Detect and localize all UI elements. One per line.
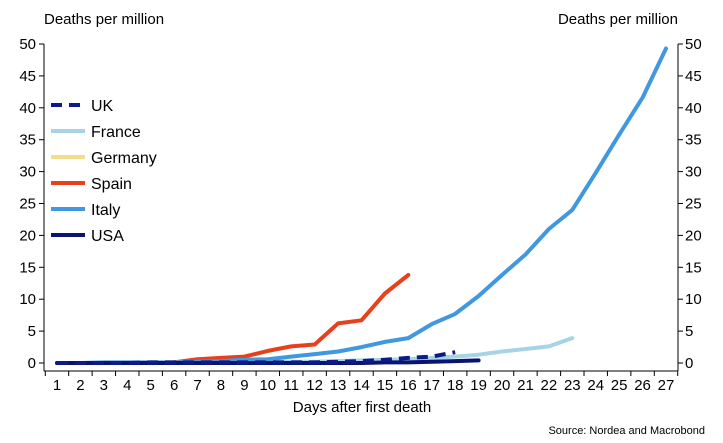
y-tick-label-right: 35 <box>685 132 702 149</box>
x-tick-label: 7 <box>193 377 201 394</box>
x-tick-label: 20 <box>494 377 511 394</box>
y-tick-label-left: 10 <box>19 291 36 308</box>
y-tick-label-right: 10 <box>685 291 702 308</box>
x-tick-label: 26 <box>634 377 651 394</box>
source-note: Source: Nordea and Macrobond <box>548 425 705 437</box>
x-tick-label: 21 <box>517 377 534 394</box>
x-tick-label: 24 <box>587 377 604 394</box>
x-tick-label: 18 <box>447 377 464 394</box>
y-tick-label-left: 50 <box>19 36 36 53</box>
legend-label-usa: USA <box>91 228 124 245</box>
series-line-usa <box>55 358 481 365</box>
y-tick-label-right: 50 <box>685 36 702 53</box>
legend-label-germany: Germany <box>91 150 157 167</box>
legend-label-italy: Italy <box>91 202 120 219</box>
y-tick-label-left: 25 <box>19 196 36 213</box>
x-tick-label: 14 <box>353 377 370 394</box>
y-tick-label-right: 30 <box>685 164 702 181</box>
y-tick-label-right: 40 <box>685 100 702 117</box>
y-tick-label-right: 5 <box>685 323 693 340</box>
legend-label-spain: Spain <box>91 176 132 193</box>
x-tick-label: 13 <box>330 377 347 394</box>
x-tick-label: 22 <box>541 377 558 394</box>
y-tick-label-right: 45 <box>685 68 702 85</box>
x-tick-label: 5 <box>147 377 155 394</box>
y-tick-label-left: 45 <box>19 68 36 85</box>
series-layer <box>55 46 668 365</box>
x-tick-label: 8 <box>217 377 225 394</box>
x-tick-label: 4 <box>123 377 131 394</box>
x-tick-label: 6 <box>170 377 178 394</box>
y-tick-label-right: 25 <box>685 196 702 213</box>
y-tick-label-right: 0 <box>685 355 693 372</box>
x-tick-label: 10 <box>259 377 276 394</box>
x-tick-label: 25 <box>611 377 628 394</box>
x-tick-label: 2 <box>76 377 84 394</box>
x-tick-label: 17 <box>423 377 440 394</box>
x-tick-label: 9 <box>240 377 248 394</box>
x-tick-label: 12 <box>306 377 323 394</box>
x-tick-label: 15 <box>377 377 394 394</box>
y-tick-label-left: 15 <box>19 259 36 276</box>
legend: UK France Germany Spain Italy USA <box>51 98 157 245</box>
y-tick-label-right: 20 <box>685 227 702 244</box>
series-line-italy <box>55 46 668 365</box>
y-tick-label-left: 0 <box>28 355 36 372</box>
x-tick-label: 16 <box>400 377 417 394</box>
series-line-spain <box>172 273 411 365</box>
legend-label-uk: UK <box>91 98 114 115</box>
x-tick-label: 3 <box>100 377 108 394</box>
y-tick-label-left: 30 <box>19 164 36 181</box>
x-tick-label: 1 <box>53 377 61 394</box>
y-tick-label-right: 15 <box>685 259 702 276</box>
series-line-uk <box>57 350 456 365</box>
series-line-france <box>55 336 575 365</box>
y-tick-label-left: 20 <box>19 227 36 244</box>
x-tick-label: 27 <box>658 377 675 394</box>
y-tick-label-left: 5 <box>28 323 36 340</box>
legend-label-france: France <box>91 124 141 141</box>
y-axis-label-right: Deaths per million <box>558 11 678 28</box>
x-tick-label: 19 <box>470 377 487 394</box>
y-tick-label-left: 40 <box>19 100 36 117</box>
x-tick-label: 23 <box>564 377 581 394</box>
x-tick-label: 11 <box>283 377 299 394</box>
x-axis-label: Days after first death <box>293 399 431 416</box>
y-tick-label-left: 35 <box>19 132 36 149</box>
y-axis-label-left: Deaths per million <box>44 11 164 28</box>
